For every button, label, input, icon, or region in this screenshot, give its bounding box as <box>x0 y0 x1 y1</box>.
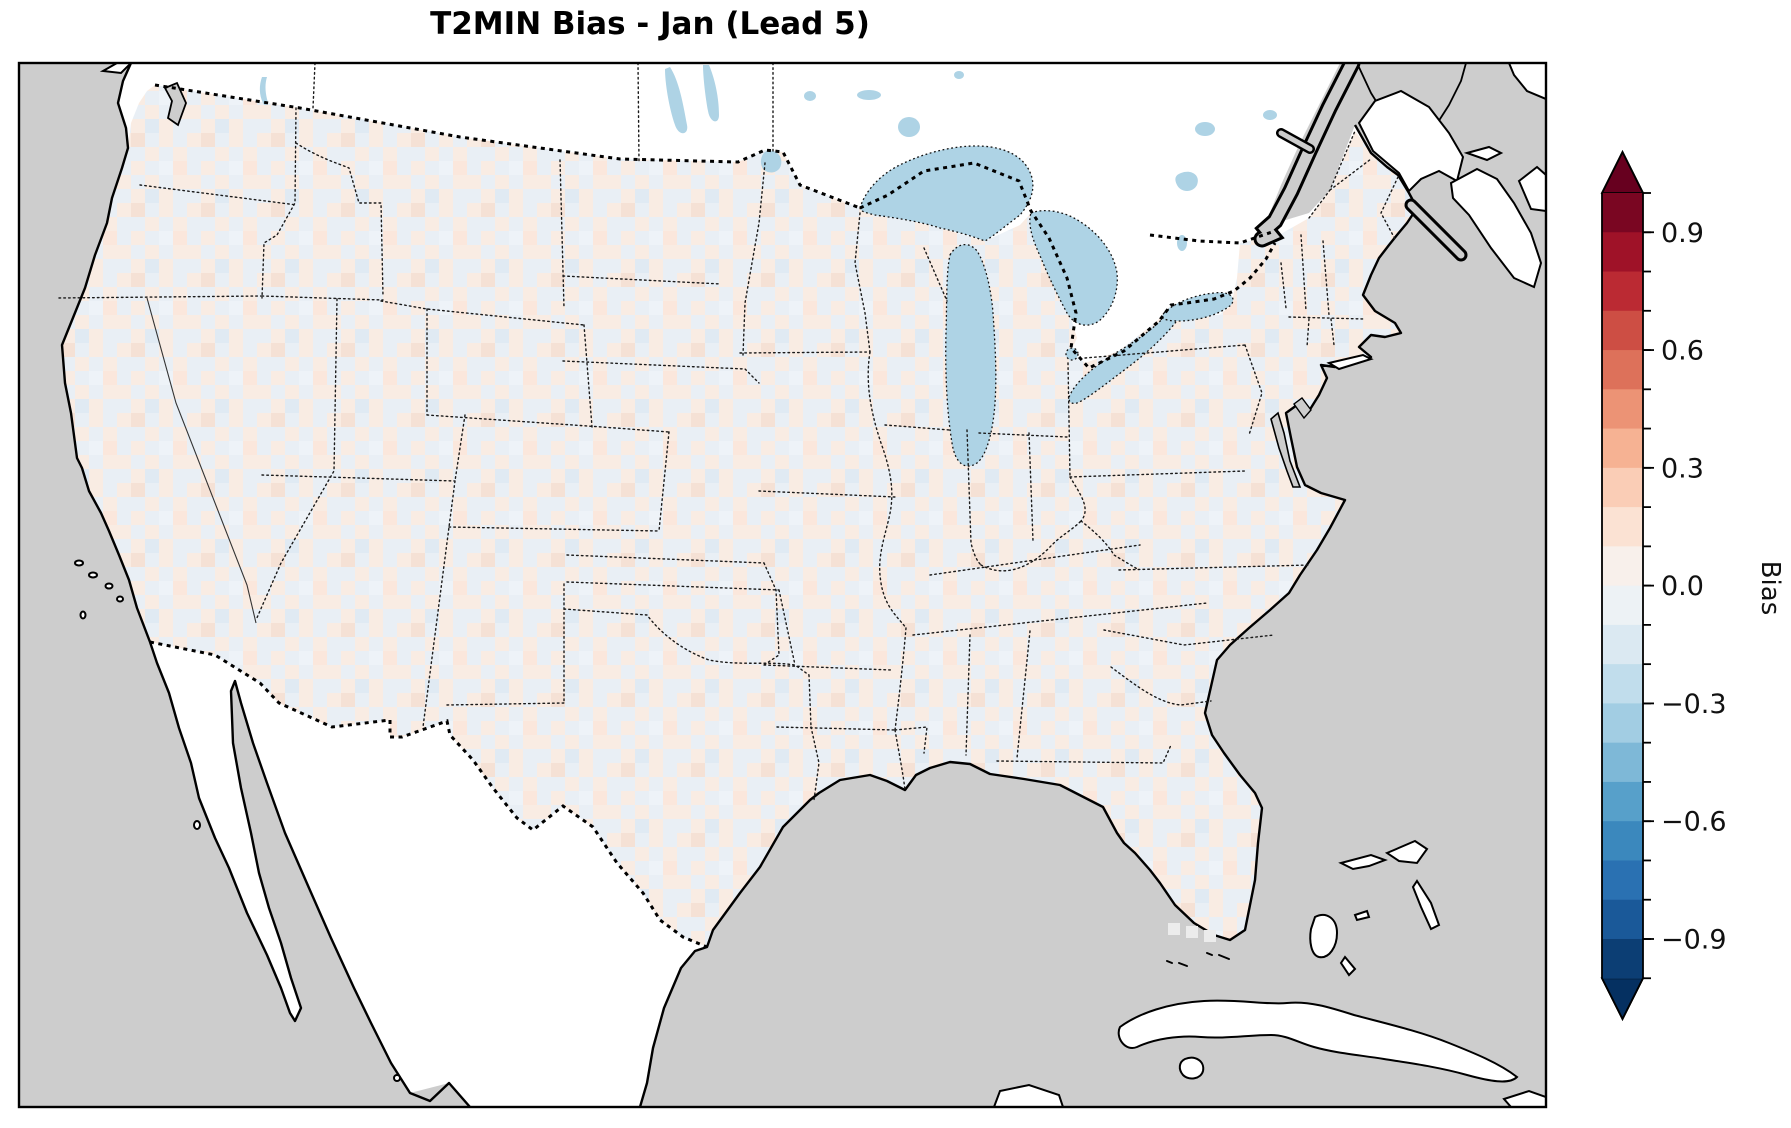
grand-bahama-abaco <box>1338 839 1429 871</box>
colorbar-segment <box>1602 664 1643 705</box>
us-canada-border <box>154 83 1277 370</box>
colorbar-segment <box>1602 624 1643 665</box>
channel-islands <box>74 559 401 1082</box>
colorbar-tick-label: −0.9 <box>1661 924 1727 955</box>
chesapeake-bay <box>1270 411 1302 488</box>
nova-scotia <box>1449 167 1543 289</box>
puget-sound <box>163 81 187 127</box>
colorbar-axis-label: Bias <box>1755 561 1785 616</box>
andros-island <box>1309 914 1339 959</box>
colorbar: 0.9 0.6 0.3 0.0 −0.3 −0.6 −0.9 Bias <box>1600 149 1785 1022</box>
isle-of-youth <box>1178 1056 1205 1080</box>
lake-michigan <box>945 244 997 467</box>
islands <box>74 63 1546 1107</box>
newfoundland-corner <box>1507 63 1546 101</box>
canada-lakes <box>259 65 1277 251</box>
colorbar-segments <box>1600 149 1645 1022</box>
colorbar-segment <box>1602 428 1643 469</box>
colorbar-segment <box>1602 350 1643 390</box>
state-border-ca-nv <box>146 297 257 624</box>
lake-huron <box>1029 210 1118 326</box>
state-borders-south <box>810 544 1311 801</box>
chart-title: T2MIN Bias - Jan (Lead 5) <box>430 6 870 42</box>
yucatan-tip <box>992 1083 1065 1107</box>
colorbar-segment <box>1602 938 1643 979</box>
lake-superior <box>859 145 1034 242</box>
colorbar-ticks: 0.9 0.6 0.3 0.0 −0.3 −0.6 −0.9 <box>1643 192 1727 980</box>
long-island <box>1326 353 1374 371</box>
florida-keys <box>1206 952 1230 960</box>
colorbar-segment <box>1602 585 1643 626</box>
colorbar-segment <box>1602 467 1643 508</box>
colorbar-segment <box>1602 271 1643 312</box>
colorbar-segment <box>1602 821 1643 862</box>
coastline <box>60 63 1419 1107</box>
conus-bias-field <box>62 85 1417 947</box>
colorbar-segment <box>1602 860 1643 901</box>
state-borders-midwest <box>854 212 1263 791</box>
colorbar-extend-arrow <box>1600 149 1645 194</box>
colorbar-segment <box>1602 899 1643 940</box>
colorbar-segment <box>1602 389 1643 430</box>
colorbar-segment <box>1602 781 1643 822</box>
delaware-bay <box>1293 397 1312 420</box>
cayman-jamaica <box>1502 1089 1546 1107</box>
cape-breton <box>1517 165 1546 213</box>
colorbar-tick-label: −0.3 <box>1661 689 1727 720</box>
colorbar-segment <box>1602 546 1643 587</box>
colorbar-tick-label: −0.6 <box>1661 807 1727 838</box>
colorbar-segment <box>1602 232 1643 273</box>
masked-cells <box>1168 923 1216 942</box>
keys-dashes <box>1166 960 1188 967</box>
cuba <box>1117 999 1519 1083</box>
state-borders-plains <box>446 162 896 731</box>
lake-st-clair <box>1065 347 1079 361</box>
eleuthera <box>1411 879 1441 931</box>
colorbar-tick-label: 0.9 <box>1661 218 1704 249</box>
colorbar-tick-label: 0.3 <box>1661 453 1704 484</box>
colorbar-tick-label: 0.6 <box>1661 336 1704 367</box>
ottawa-river <box>1278 130 1313 152</box>
map-frame <box>17 61 1548 1109</box>
colorbar-segment <box>1602 742 1643 783</box>
bay-of-fundy <box>1407 201 1465 259</box>
colorbar-segment <box>1602 193 1643 233</box>
colorbar-segment <box>1602 703 1643 744</box>
great-lakes <box>859 145 1234 467</box>
prince-edward-island <box>1463 145 1504 162</box>
colorbar-tick-label: 0.0 <box>1661 571 1704 602</box>
canada-province-borders <box>312 63 774 162</box>
state-borders-northeast <box>1280 130 1399 348</box>
colorbar-segment <box>1602 310 1643 351</box>
colorbar-extend-arrow <box>1600 977 1645 1022</box>
state-borders-west <box>58 107 670 728</box>
colorbar-segment <box>1602 507 1643 547</box>
vancouver-island <box>99 63 133 75</box>
bahamas-small-cays <box>1339 909 1371 977</box>
